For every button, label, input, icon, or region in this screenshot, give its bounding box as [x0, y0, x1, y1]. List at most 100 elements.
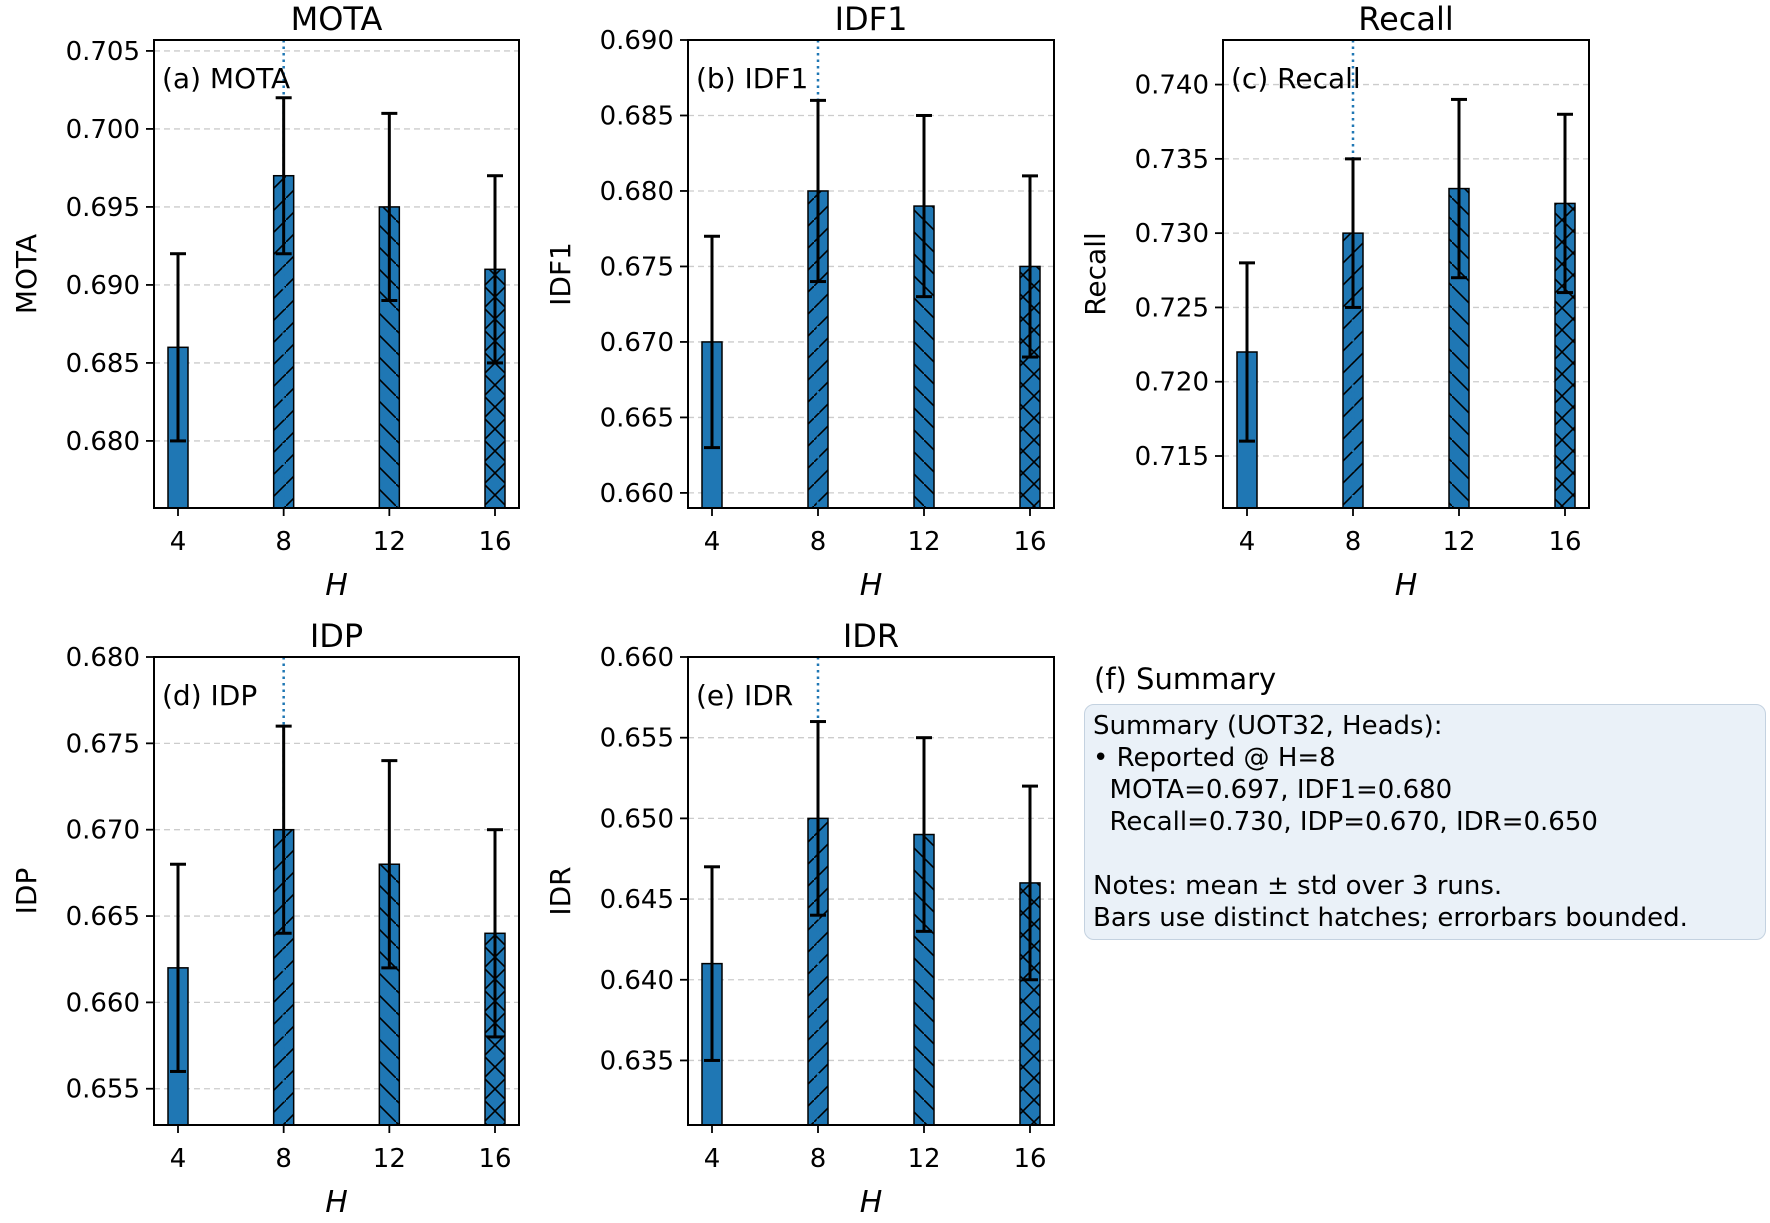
x-tick-label: 4 — [170, 527, 187, 557]
bar-hatch-mota-h12 — [379, 206, 400, 508]
y-tick-label: 0.670 — [600, 328, 674, 358]
x-tick-label: 16 — [1548, 527, 1581, 557]
bar-hatch-recall-h12 — [1449, 188, 1469, 508]
y-tick-label: 0.690 — [66, 271, 140, 301]
summary-line: Summary (UOT32, Heads): — [1093, 711, 1443, 741]
y-tick-label: 0.660 — [600, 479, 674, 509]
y-tick-label: 0.705 — [66, 37, 140, 67]
x-tick-label: 4 — [1239, 527, 1256, 557]
errorbar-mota-h8 — [275, 96, 292, 256]
x-axis-label-idf1: H — [860, 568, 883, 603]
panel-idp: 0.655 0.660 0.665 0.670 0.675 0.680 4 8 12 16 IDP (… — [10, 617, 520, 1220]
bar-hatch-mota-h16 — [485, 269, 505, 508]
axes-frame-idp — [153, 656, 520, 1126]
bar-hatch-idr-h12 — [914, 834, 934, 1125]
axes-frame-recall — [1222, 39, 1590, 509]
errorbar-idf1-h12 — [916, 113, 932, 299]
y-tick-label: 0.650 — [600, 804, 674, 834]
y-tick-label: 0.730 — [1135, 219, 1209, 249]
errorbar-idr-h16 — [1022, 784, 1038, 982]
summary-line — [1093, 838, 1757, 870]
x-tick-label: 8 — [275, 527, 292, 557]
y-tick-label: 0.720 — [1135, 368, 1209, 398]
y-axis-label-recall: Recall — [1079, 232, 1112, 316]
summary-line: • Reported @ H=8 — [1093, 743, 1336, 773]
panel-title-recall: Recall — [1358, 0, 1453, 38]
y-tick-label: 0.670 — [66, 816, 140, 846]
x-tick-label: 12 — [907, 1144, 940, 1174]
bar-hatch-recall-h16 — [1555, 203, 1575, 508]
errorbar-idp-h8 — [275, 724, 292, 935]
bar-hatch-mota-h8 — [273, 175, 294, 508]
errorbar-idp-h16 — [487, 828, 503, 1039]
errorbar-mota-h12 — [381, 111, 398, 303]
y-axis-label-idr: IDR — [544, 866, 577, 915]
x-axis-label-mota: H — [325, 568, 348, 603]
bar-hatch-idf1-h12 — [914, 206, 934, 508]
x-tick-label: 8 — [810, 1144, 827, 1174]
bar-hatch-idr-h16 — [1020, 882, 1040, 1125]
bar-hatch-idr-h8 — [808, 818, 828, 1125]
plot-area-idr — [701, 657, 1041, 1125]
x-tick-label: 8 — [275, 1144, 292, 1174]
y-tick-label: 0.680 — [66, 427, 140, 457]
plot-area-recall — [1236, 40, 1576, 508]
panel-title-idr: IDR — [843, 617, 899, 655]
x-axis-label-idp: H — [325, 1185, 348, 1220]
x-tick-label: 12 — [373, 527, 406, 557]
errorbar-mota-h16 — [487, 174, 503, 365]
x-tick-label: 4 — [704, 1144, 721, 1174]
errorbar-idr-h4 — [704, 865, 720, 1062]
errorbar-idf1-h4 — [704, 234, 720, 450]
x-tick-label: 12 — [907, 527, 940, 557]
y-tick-label: 0.695 — [66, 193, 140, 223]
y-tick-label: 0.660 — [66, 988, 140, 1018]
axes-frame-idf1 — [687, 39, 1055, 509]
bar-hatch-recall-h8 — [1343, 233, 1363, 508]
panel-annotation-idr: (e) IDR — [696, 679, 793, 712]
axes-frame-idr — [687, 656, 1055, 1126]
errorbar-idr-h8 — [810, 720, 826, 917]
y-axis-label-idp: IDP — [10, 868, 43, 915]
x-tick-label: 16 — [478, 527, 511, 557]
plot-area-idp — [167, 657, 506, 1125]
panel-annotation-idf1: (b) IDF1 — [696, 62, 808, 95]
errorbar-idf1-h8 — [810, 98, 826, 284]
y-tick-label: 0.685 — [66, 349, 140, 379]
x-tick-label: 12 — [373, 1144, 406, 1174]
errorbar-recall-h4 — [1239, 261, 1255, 443]
panel-recall: 0.715 0.720 0.725 0.730 0.735 0.740 4 8 12 16 Reca… — [1079, 0, 1590, 603]
panel-idr: 0.635 0.640 0.645 0.650 0.655 0.660 4 8 12 16 IDR (… — [544, 617, 1055, 1220]
panel-annotation-recall: (c) Recall — [1231, 62, 1361, 95]
y-tick-label: 0.680 — [66, 643, 140, 673]
summary-box: Summary (UOT32, Heads): • Reported @ H=8 … — [1084, 704, 1766, 940]
x-tick-label: 12 — [1442, 527, 1475, 557]
errorbar-recall-h16 — [1557, 112, 1573, 295]
errorbar-idr-h12 — [916, 736, 932, 933]
x-axis-label-idr: H — [860, 1185, 883, 1220]
summary-heading: (f) Summary — [1094, 662, 1277, 696]
y-tick-label: 0.680 — [600, 177, 674, 207]
y-axis-label-mota: MOTA — [10, 234, 43, 314]
bar-hatch-idp-h12 — [379, 864, 400, 1125]
y-tick-label: 0.645 — [600, 885, 674, 915]
panel-title-idf1: IDF1 — [835, 0, 908, 38]
x-tick-label: 8 — [1345, 527, 1362, 557]
y-tick-label: 0.690 — [600, 26, 674, 56]
x-tick-label: 16 — [1013, 527, 1046, 557]
y-tick-label: 0.740 — [1135, 71, 1209, 101]
errorbar-mota-h4 — [170, 252, 186, 443]
panel-title-idp: IDP — [310, 617, 363, 655]
y-tick-label: 0.715 — [1135, 442, 1209, 472]
summary-line: Notes: mean ± std over 3 runs. — [1093, 871, 1503, 901]
x-tick-label: 16 — [478, 1144, 511, 1174]
x-tick-label: 16 — [1013, 1144, 1046, 1174]
summary-line: Bars use distinct hatches; errorbars bou… — [1093, 903, 1688, 933]
summary-line: Recall=0.730, IDP=0.670, IDR=0.650 — [1093, 807, 1598, 837]
y-tick-label: 0.665 — [66, 902, 140, 932]
panel-annotation-idp: (d) IDP — [162, 679, 257, 712]
y-tick-label: 0.725 — [1135, 293, 1209, 323]
summary-line: MOTA=0.697, IDF1=0.680 — [1093, 775, 1453, 805]
plot-area-idf1 — [701, 40, 1041, 508]
